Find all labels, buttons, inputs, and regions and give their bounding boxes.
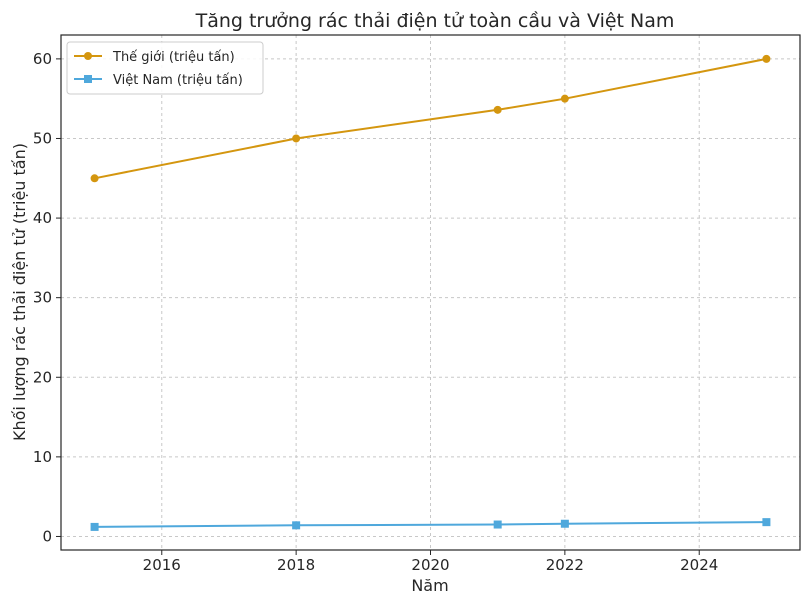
y-tick-label: 0 xyxy=(42,527,52,545)
y-tick-label: 10 xyxy=(33,448,52,466)
grid xyxy=(61,35,800,550)
plot-frame xyxy=(60,34,801,551)
ticks: 2016 2018 2020 2022 2024 0 10 20 30 40 50 60 xyxy=(33,50,718,574)
y-axis-label: Khối lượng rác thải điện tử (triệu tấn) xyxy=(10,143,29,441)
y-tick-label: 30 xyxy=(33,289,52,307)
y-tick-label: 50 xyxy=(33,129,52,147)
data-point xyxy=(762,54,771,63)
x-tick-label: 2022 xyxy=(546,556,584,574)
plot-area xyxy=(90,54,771,531)
y-tick-label: 40 xyxy=(33,209,52,227)
data-point xyxy=(560,519,569,528)
legend-box xyxy=(66,41,264,95)
data-point xyxy=(292,134,301,143)
x-axis-label: Năm xyxy=(411,576,448,595)
y-tick-label: 20 xyxy=(33,368,52,386)
chart-title: Tăng trưởng rác thải điện tử toàn cầu và… xyxy=(195,10,675,32)
x-tick-label: 2016 xyxy=(143,556,181,574)
data-point xyxy=(292,521,301,530)
data-point xyxy=(493,520,502,529)
y-tick-label: 60 xyxy=(33,50,52,68)
data-point xyxy=(560,94,569,103)
x-tick-label: 2024 xyxy=(680,556,718,574)
legend: Thế giới (triệu tấn) Việt Nam (triệu tấn) xyxy=(66,41,264,95)
data-point xyxy=(493,105,502,114)
data-point xyxy=(90,522,99,531)
legend-label: Thế giới (triệu tấn) xyxy=(112,50,235,65)
legend-marker xyxy=(84,75,92,83)
legend-label: Việt Nam (triệu tấn) xyxy=(113,73,243,88)
x-tick-label: 2018 xyxy=(277,556,315,574)
legend-marker xyxy=(84,52,92,60)
data-point xyxy=(90,174,99,183)
data-point xyxy=(762,518,771,527)
x-tick-label: 2020 xyxy=(411,556,449,574)
